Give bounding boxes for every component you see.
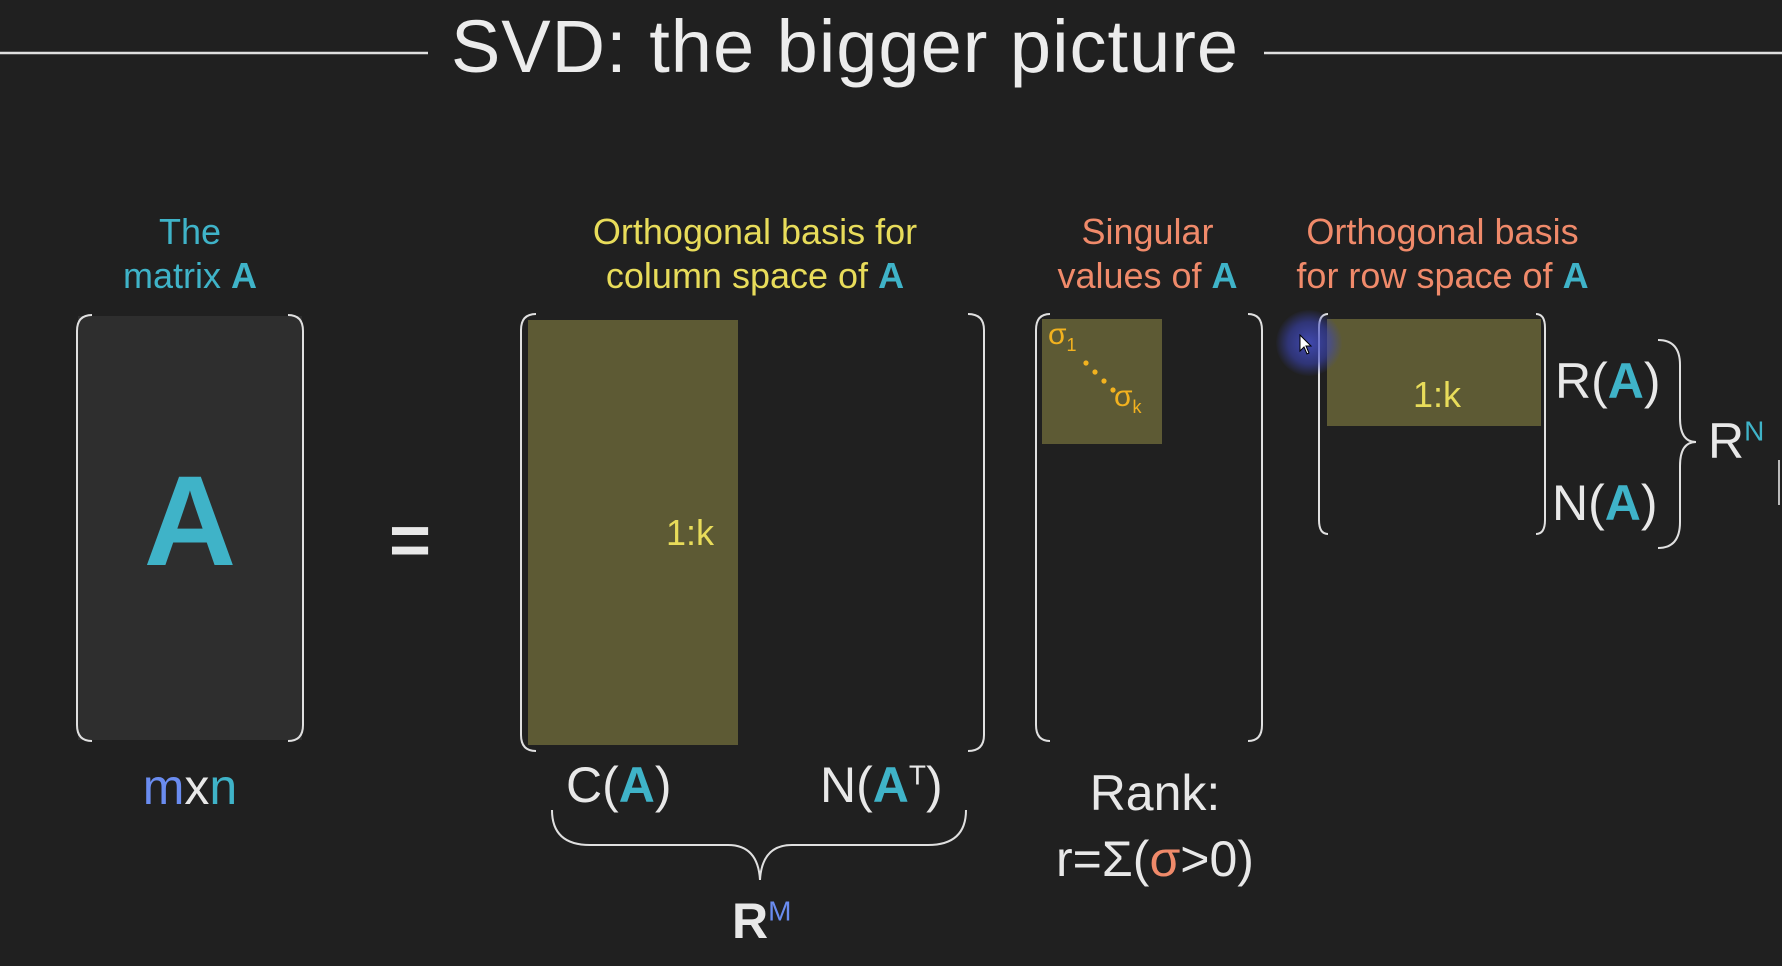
matrix-a-dimensions: mxn	[100, 758, 280, 816]
v-brace	[1657, 339, 1697, 549]
rn-R: R	[1708, 413, 1745, 469]
rm-R: R	[732, 893, 769, 949]
sigma-dot	[1083, 360, 1089, 366]
row-space-suffix: )	[1643, 353, 1661, 409]
matrix-a-caption-line2: matrix	[122, 255, 221, 296]
v-caption-line1: Orthogonal basis	[1306, 211, 1579, 252]
rank-suffix: >0)	[1180, 831, 1254, 887]
matrix-a-caption-line2-wrap: matrix A	[90, 254, 290, 298]
v-block	[1327, 319, 1541, 426]
sigma-caption: Singular values of A	[1040, 210, 1255, 298]
null-space-prefix: N(	[1552, 475, 1605, 531]
left-null-space-label: N(AT)	[820, 756, 943, 814]
matrix-a-caption-line1: The	[158, 211, 222, 252]
v-caption: Orthogonal basis for row space of A	[1280, 210, 1605, 298]
u-caption-bold: A	[878, 255, 905, 296]
rank-title: Rank:	[1089, 765, 1221, 821]
dim-x: x	[184, 759, 210, 815]
u-caption: Orthogonal basis for column space of A	[540, 210, 970, 298]
matrix-a-caption-bold: A	[231, 255, 257, 296]
left-null-sup: T	[908, 759, 926, 791]
sigma-dot	[1101, 378, 1107, 384]
sigma-right-bracket	[1247, 313, 1263, 742]
matrix-a-left-bracket	[76, 314, 93, 742]
null-space-label: N(A)	[1552, 474, 1658, 532]
sigma-left-bracket	[1035, 313, 1051, 742]
sigma-first: σ1	[1048, 318, 1077, 356]
row-space-label: R(A)	[1555, 352, 1661, 410]
sigma-caption-line2: values of	[1057, 255, 1202, 296]
null-space-bold: A	[1604, 475, 1641, 531]
row-space-prefix: R(	[1555, 353, 1608, 409]
sigma-dot	[1092, 369, 1098, 375]
mouse-cursor-icon	[1299, 334, 1313, 355]
u-right-bracket	[967, 313, 985, 752]
sigma-caption-bold: A	[1211, 255, 1238, 296]
sigma-first-sub: 1	[1066, 335, 1077, 355]
matrix-a-right-bracket	[287, 314, 304, 742]
sigma-first-symbol: σ	[1048, 318, 1067, 351]
sigma-dot	[1110, 387, 1116, 393]
rank-formula: r=Σ(σ>0)	[1030, 826, 1280, 892]
column-space-bold: A	[618, 757, 655, 813]
v-caption-bold: A	[1562, 255, 1589, 296]
sigma-last-sub: k	[1132, 397, 1142, 417]
page-title: SVD: the bigger picture	[450, 5, 1240, 88]
column-space-prefix: C(	[566, 757, 619, 813]
row-space-bold: A	[1607, 353, 1644, 409]
dim-n: n	[209, 759, 238, 815]
column-space-label: C(A)	[566, 756, 672, 814]
u-block-label: 1:k	[666, 512, 715, 553]
dim-m: m	[142, 759, 185, 815]
equals-sign: =	[388, 501, 432, 581]
cursor-highlight	[1276, 310, 1342, 376]
matrix-a-letter: A	[143, 450, 237, 593]
column-space-suffix: )	[654, 757, 672, 813]
u-brace	[551, 809, 967, 881]
rn-sup: N	[1744, 415, 1765, 447]
sigma-caption-line1: Singular	[1081, 211, 1214, 252]
left-null-bold: A	[872, 757, 909, 813]
left-null-prefix: N(	[820, 757, 873, 813]
sigma-caption-line2-wrap: values of A	[1040, 254, 1255, 298]
u-caption-line2-wrap: column space of A	[540, 254, 970, 298]
v-block-label: 1:k	[1413, 374, 1462, 415]
rank-prefix: r=Σ(	[1056, 831, 1150, 887]
v-caption-line2-wrap: for row space of A	[1280, 254, 1605, 298]
sigma-last: σk	[1114, 380, 1142, 418]
u-caption-line2: column space of	[605, 255, 869, 296]
u-caption-line1: Orthogonal basis for	[592, 211, 918, 252]
rm-space-label: RM	[732, 892, 791, 950]
v-caption-line2: for row space of	[1296, 255, 1553, 296]
u-block	[528, 320, 738, 745]
left-null-suffix: )	[925, 757, 943, 813]
u-left-bracket	[520, 313, 537, 752]
rank-label: Rank: r=Σ(σ>0)	[1030, 760, 1280, 892]
matrix-a-caption: The matrix A	[90, 210, 290, 298]
rn-space-label: RN	[1708, 412, 1764, 470]
sigma-last-symbol: σ	[1114, 380, 1133, 413]
rm-sup: M	[768, 895, 792, 927]
matrix-a-body	[78, 316, 302, 740]
v-right-bracket	[1535, 313, 1546, 535]
rank-sigma: σ	[1149, 831, 1181, 887]
null-space-suffix: )	[1640, 475, 1658, 531]
